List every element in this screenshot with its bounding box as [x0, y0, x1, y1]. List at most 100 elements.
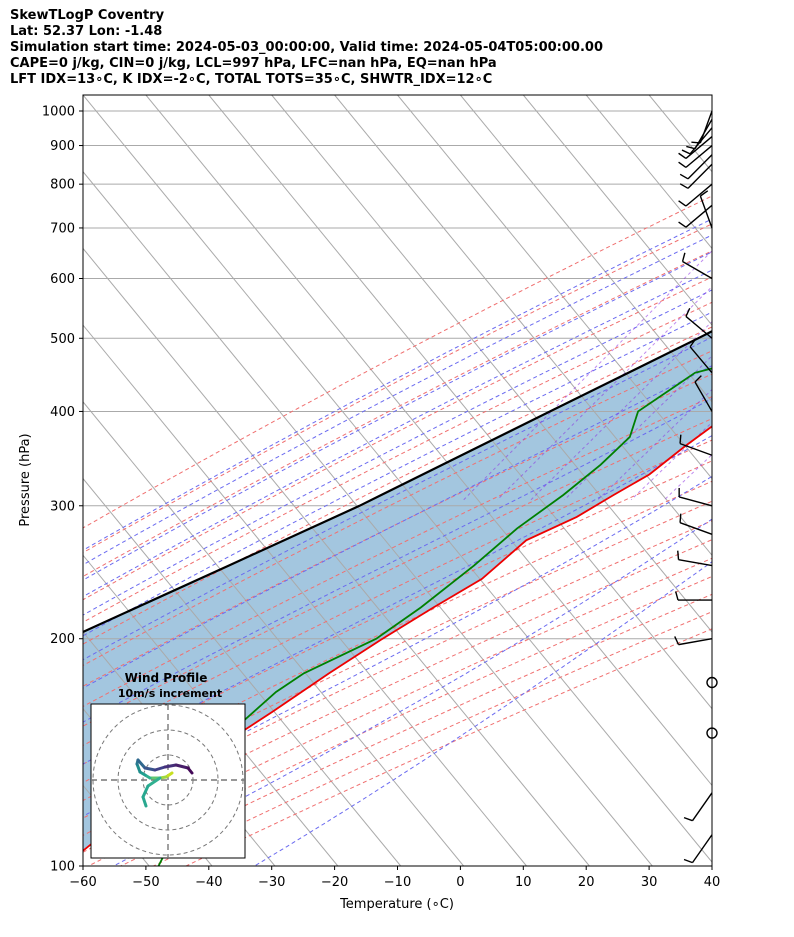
wind-barb — [678, 558, 713, 567]
wind-barb-flag — [679, 434, 682, 444]
wind-barb — [687, 163, 713, 189]
wind-barb — [678, 496, 713, 507]
wind-barb — [691, 834, 713, 864]
x-tick-label: −40 — [195, 875, 222, 890]
isotherm-line — [83, 170, 653, 866]
x-tick-label: 40 — [704, 875, 721, 890]
x-tick-label: −50 — [132, 875, 159, 890]
y-tick-label: 600 — [50, 272, 75, 287]
isotherm-line — [208, 95, 712, 710]
wind-barb-flag — [683, 816, 693, 822]
wind-barbs — [674, 110, 718, 864]
wind-barb — [691, 792, 713, 822]
wind-barb-flag — [677, 550, 680, 560]
isotherm-line — [83, 324, 527, 866]
wind-barb — [682, 260, 713, 280]
wind-barb — [678, 638, 713, 646]
wind-barb — [699, 195, 713, 229]
wind-barb-flag — [679, 183, 689, 189]
isotherm-line — [83, 95, 712, 863]
x-tick-label: −60 — [69, 875, 96, 890]
wind-barb — [699, 110, 713, 144]
wind-barb-flag — [679, 173, 689, 180]
header-cape: CAPE=0 j/kg, CIN=0 j/kg, LCL=997 hPa, LF… — [10, 56, 497, 71]
hodograph-segment — [153, 765, 167, 772]
moist-adiabat — [83, 269, 712, 598]
y-axis-label: Pressure (hPa) — [18, 433, 33, 526]
hodograph-segment — [146, 776, 162, 788]
wind-barb — [685, 183, 713, 207]
wind-barb — [685, 145, 713, 168]
dry-adiabat — [83, 373, 712, 687]
mixing-ratio-line — [497, 285, 712, 501]
wind-barb-flag — [679, 513, 682, 523]
y-tick-label: 1000 — [42, 104, 75, 119]
isotherm-line — [522, 95, 712, 326]
hodograph-segment — [136, 758, 147, 770]
dewpoint-line — [157, 367, 712, 866]
temperature-line — [83, 425, 712, 852]
header-times: Simulation start time: 2024-05-03_00:00:… — [10, 40, 603, 55]
y-tick-label: 100 — [50, 860, 75, 875]
wind-barb — [687, 154, 713, 180]
wind-barb-flag — [678, 221, 687, 228]
wind-barb-flag — [674, 636, 680, 645]
isotherm-line — [83, 477, 402, 866]
y-tick-label: 800 — [50, 178, 75, 193]
moist-adiabat — [83, 218, 712, 551]
y-tick-label: 500 — [50, 332, 75, 347]
wind-calm-circle — [706, 676, 718, 689]
wind-barb-flag — [685, 307, 691, 317]
isotherm-line — [648, 95, 712, 173]
header-station: SkewTLogP Coventry — [10, 8, 165, 23]
isotherm-line — [83, 401, 465, 866]
inset-title: Wind Profile — [125, 671, 208, 685]
inset-subtitle: 10m/s increment — [118, 687, 222, 700]
isotherm-line — [271, 95, 712, 633]
profile-lines — [83, 330, 712, 866]
wind-barb — [685, 136, 713, 159]
hodograph-segment — [163, 763, 178, 769]
dry-adiabat — [83, 439, 712, 747]
moist-adiabat — [83, 251, 712, 581]
x-tick-label: −10 — [384, 875, 411, 890]
wind-barb-flag — [681, 252, 686, 262]
isotherm-line — [334, 95, 712, 557]
wind-calm-circle — [706, 727, 718, 739]
hodograph-segment — [186, 766, 194, 775]
wind-barb-flag — [681, 149, 691, 155]
wind-barb-flag — [694, 375, 702, 383]
wind-barb-flag — [686, 145, 696, 150]
x-tick-label: 20 — [578, 875, 595, 890]
wind-barb-flag — [689, 339, 696, 348]
wind-barb — [689, 346, 713, 374]
y-tick-label: 300 — [50, 499, 75, 514]
wind-barb — [694, 381, 713, 412]
parcel-line — [83, 330, 712, 634]
isotherm-line — [585, 95, 712, 250]
y-tick-label: 200 — [50, 632, 75, 647]
isotherm-line — [460, 95, 712, 403]
dry-adiabat — [153, 611, 712, 866]
isotherm-line — [145, 95, 712, 787]
y-tick-label: 900 — [50, 139, 75, 154]
wind-barb-flag — [683, 858, 693, 864]
dry-adiabat — [83, 396, 712, 708]
x-tick-label: 30 — [641, 875, 658, 890]
wind-profile-inset: Wind Profile 10m/s increment — [90, 671, 246, 859]
wind-barb — [689, 127, 713, 155]
dry-adiabat — [83, 326, 712, 645]
hodograph-segment — [141, 795, 148, 808]
y-tick-label: 400 — [50, 405, 75, 420]
dry-adiabat — [83, 557, 712, 853]
mixing-ratio-line — [597, 388, 712, 501]
wind-barb — [685, 204, 713, 228]
wind-barb-flag — [699, 190, 709, 197]
header-latlon: Lat: 52.37 Lon: -1.48 — [10, 24, 163, 39]
wind-barb — [679, 522, 713, 535]
hodograph-segment — [174, 763, 190, 770]
x-tick-label: 10 — [515, 875, 532, 890]
wind-barb-flag — [674, 591, 679, 601]
axes: −60 −50 −40 −30 −20 −10 0 10 20 30 40 1000 900 800 700… — [42, 104, 720, 890]
